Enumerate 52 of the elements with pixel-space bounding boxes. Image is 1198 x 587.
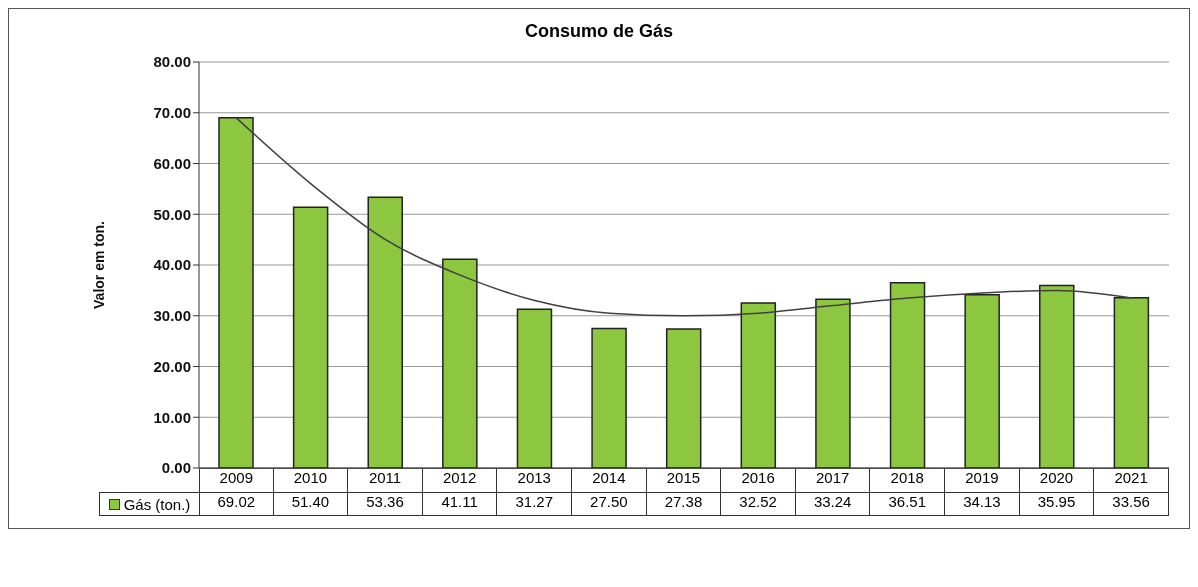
y-tick-label: 50.00 [153,205,191,223]
x-tick-label: 2009 [199,468,274,492]
data-label: 35.95 [1019,492,1095,516]
y-tick-label: 30.00 [153,307,191,325]
data-label: 27.38 [646,492,722,516]
bar [740,302,777,468]
bar [889,281,926,468]
y-tick-label: 40.00 [153,256,191,274]
x-tick-label: 2010 [273,468,349,492]
line-series [235,117,1133,317]
bar [367,196,403,468]
bar [442,258,478,468]
x-tick-label: 2011 [348,468,423,492]
y-axis-title: Valor em ton. [90,221,107,309]
bar [292,206,329,468]
y-tick-label: 20.00 [153,357,191,375]
x-tick-label: 2019 [945,468,1020,492]
data-label: 41.11 [422,492,498,516]
data-label: 27.50 [572,492,647,516]
bar [591,327,627,468]
chart-title: Consumo de Gás [524,21,674,42]
x-tick-label: 2016 [721,468,796,492]
data-label: 53.36 [348,492,423,516]
bar [516,308,553,468]
data-label: 32.52 [721,492,796,516]
data-label: 33.24 [795,492,871,516]
bar [1039,284,1075,468]
x-tick-label: 2021 [1094,468,1169,492]
data-label: 34.13 [945,492,1020,516]
legend-label: Gás (ton.) [123,495,191,513]
data-label: 51.40 [273,492,349,516]
bar [815,298,851,468]
y-tick-label: 60.00 [153,154,191,172]
bar [665,328,702,468]
y-tick-label: 10.00 [153,408,191,426]
x-tick-label: 2018 [870,468,946,492]
y-tick-label: 0.00 [161,459,191,477]
data-label: 36.51 [870,492,946,516]
x-tick-label: 2015 [646,468,722,492]
x-tick-label: 2012 [422,468,498,492]
x-tick-label: 2014 [572,468,647,492]
bar [1113,296,1150,468]
bar [964,294,1000,468]
x-tick-label: 2013 [497,468,573,492]
x-tick-label: 2017 [795,468,871,492]
bar [218,116,254,468]
data-label: 69.02 [199,492,274,516]
y-tick-label: 70.00 [153,104,191,122]
x-tick-label: 2020 [1019,468,1095,492]
y-tick-label: 80.00 [153,53,191,71]
data-label: 31.27 [497,492,573,516]
data-label: 33.56 [1094,492,1169,516]
